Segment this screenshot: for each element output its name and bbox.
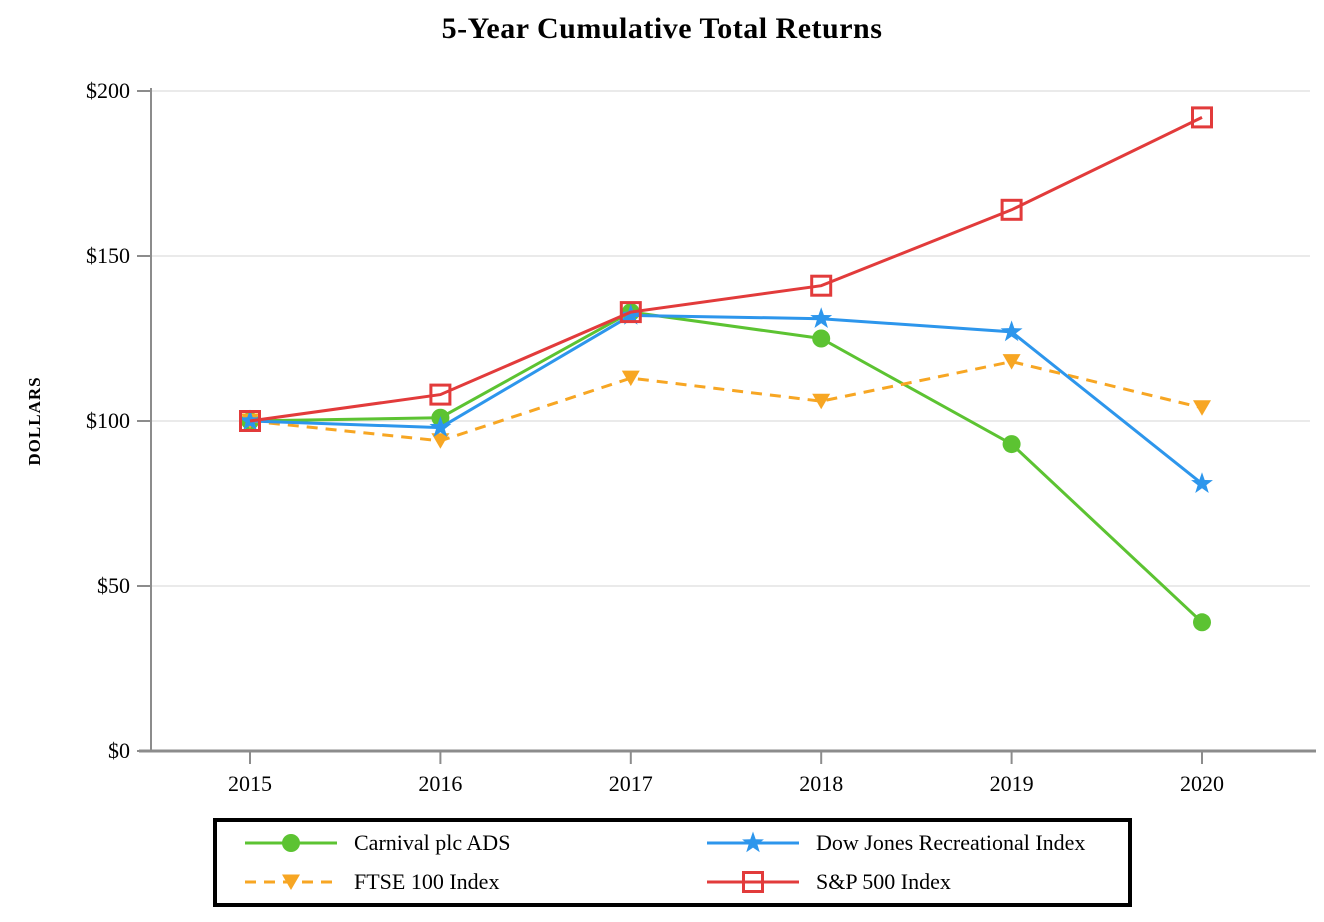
svg-text:$200: $200 — [86, 78, 130, 103]
green-circle-marker-icon — [245, 834, 337, 853]
svg-text:2019: 2019 — [990, 771, 1034, 796]
legend-label-dow-jones: Dow Jones Recreational Index — [816, 830, 1086, 856]
legend-item-sp500: S&P 500 Index — [705, 863, 1128, 902]
red-square-marker-icon — [707, 870, 799, 893]
blue-star-marker-icon — [707, 831, 799, 853]
svg-text:$150: $150 — [86, 243, 130, 268]
legend-item-carnival: Carnival plc ADS — [243, 824, 705, 863]
svg-text:2018: 2018 — [799, 771, 843, 796]
svg-text:$100: $100 — [86, 408, 130, 433]
legend-item-ftse: FTSE 100 Index — [243, 863, 705, 902]
svg-text:2016: 2016 — [418, 771, 462, 796]
svg-text:DOLLARS: DOLLARS — [25, 376, 44, 465]
legend-label-carnival: Carnival plc ADS — [354, 830, 511, 856]
svg-text:$50: $50 — [97, 573, 130, 598]
legend-label-ftse: FTSE 100 Index — [354, 868, 500, 894]
svg-text:2017: 2017 — [609, 771, 653, 796]
legend-item-dow-jones: Dow Jones Recreational Index — [705, 824, 1128, 863]
line-chart-plot-area: $0 $50 $100 $150 $200 2015 2016 2017 2018 2019 202… — [25, 78, 1316, 796]
svg-text:2015: 2015 — [228, 771, 272, 796]
legend-box: Carnival plc ADS Dow Jones Recreational … — [213, 818, 1132, 907]
svg-text:2020: 2020 — [1180, 771, 1224, 796]
chart-title: 5-Year Cumulative Total Returns — [441, 12, 883, 45]
svg-text:$0: $0 — [108, 738, 130, 763]
orange-triangle-marker-icon — [245, 874, 337, 890]
legend-label-sp500: S&P 500 Index — [816, 868, 951, 894]
